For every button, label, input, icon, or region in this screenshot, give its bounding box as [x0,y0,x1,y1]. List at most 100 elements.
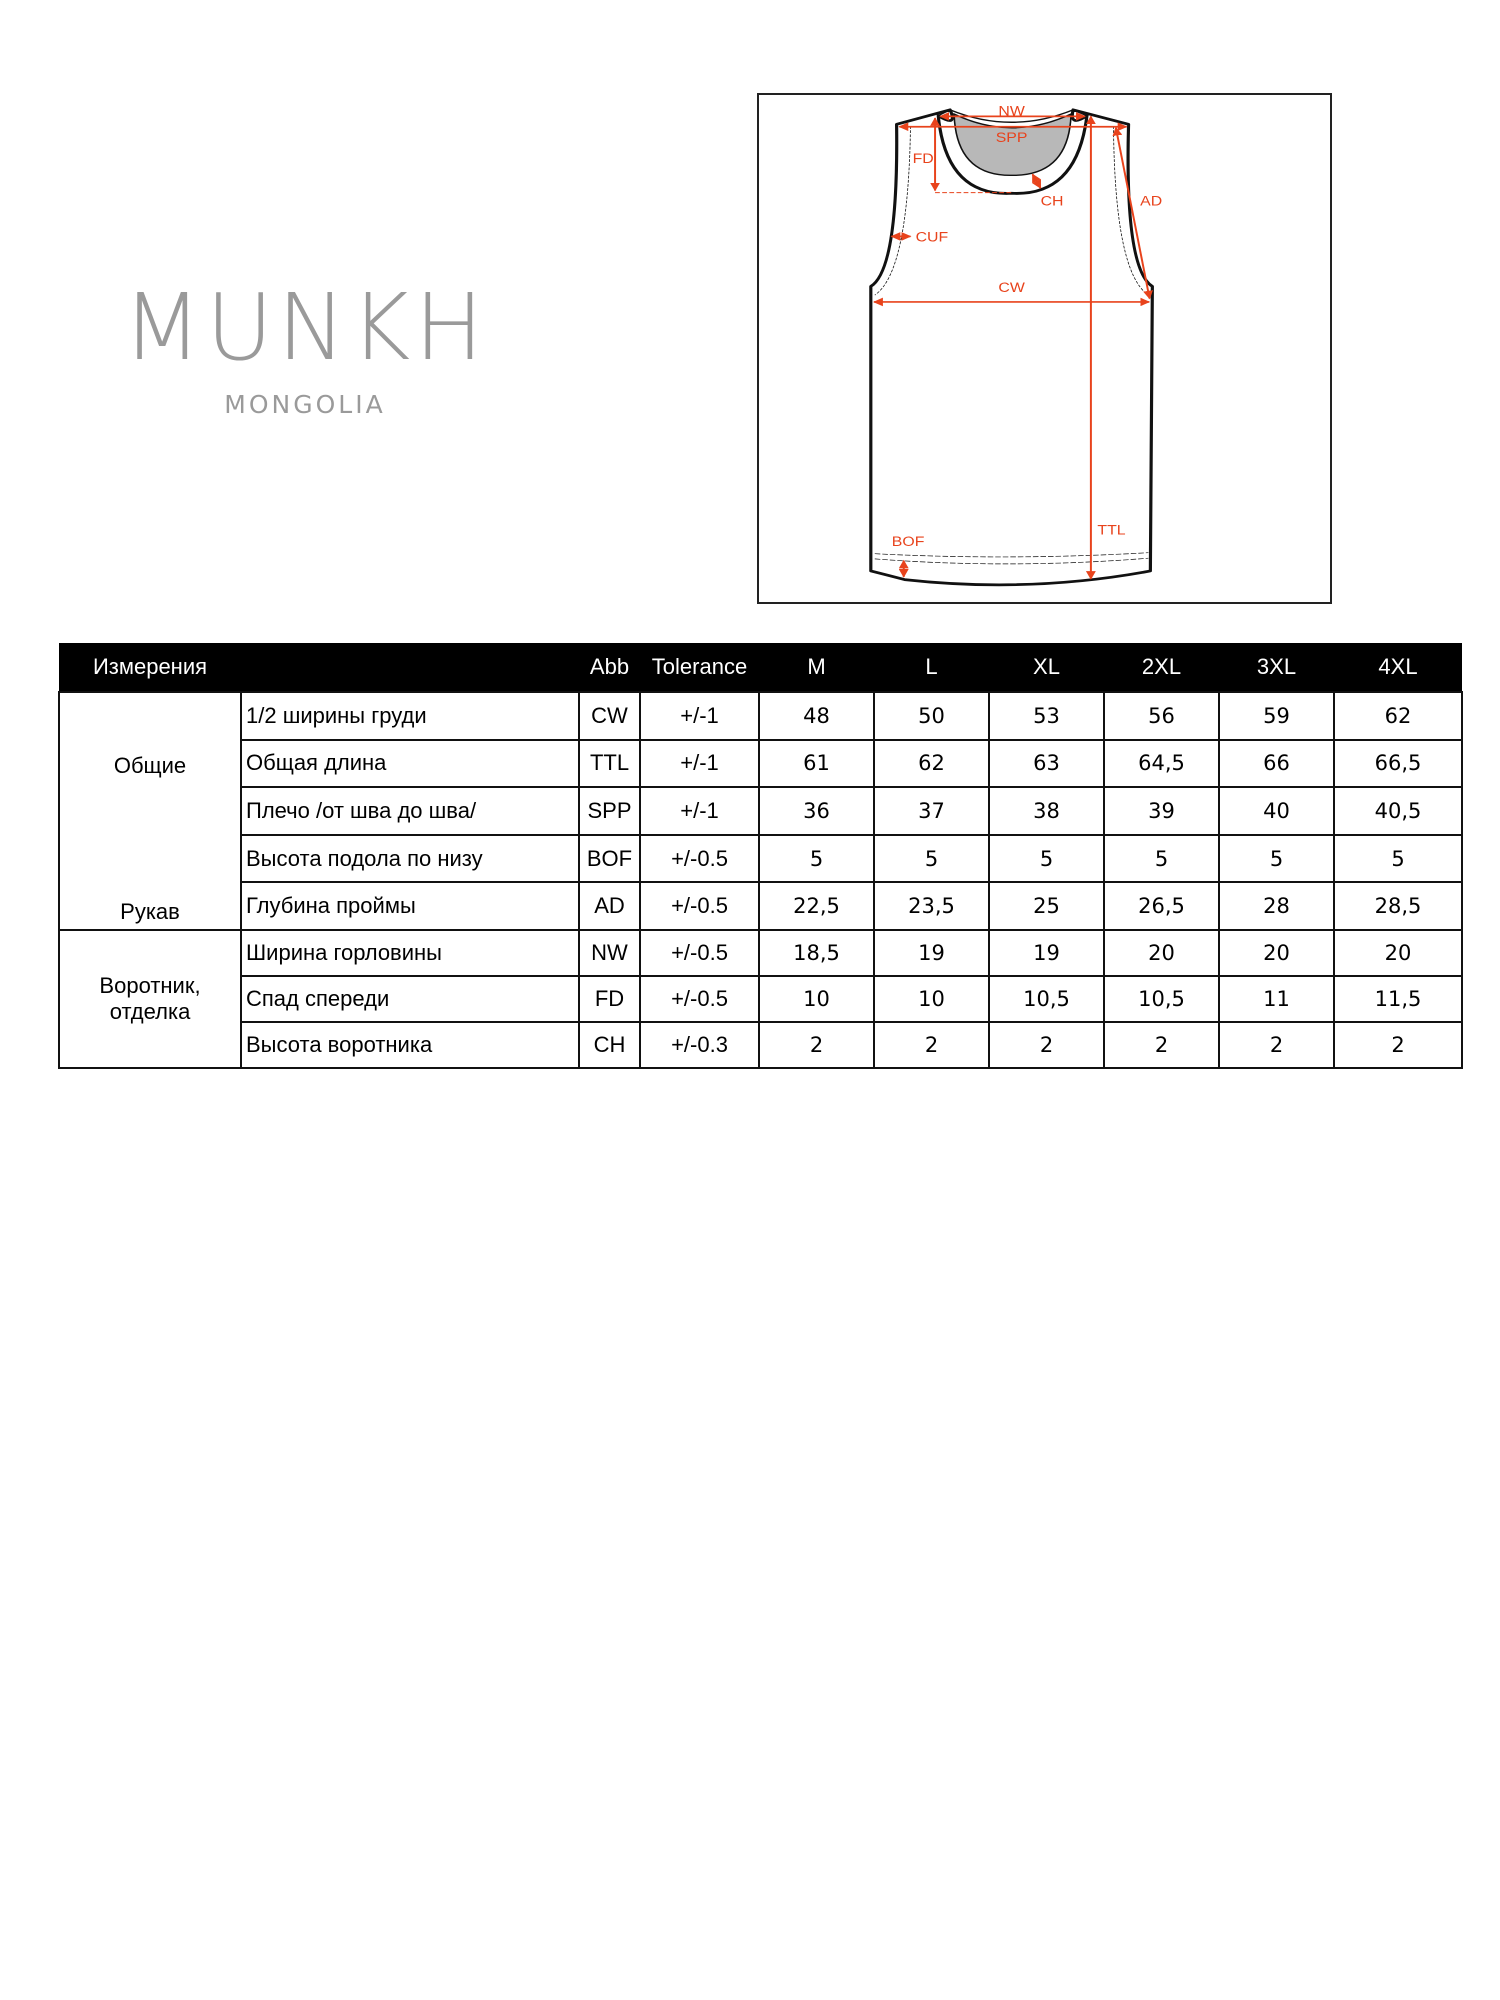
size-value: 56 [1103,691,1220,741]
abbreviation: CW [578,691,641,741]
measurement-name: Плечо /от шва до шва/ [240,786,580,836]
table-row: Глубина проймы AD +/-0.5 22,5 23,5 25 26,5 28 28… [59,881,1463,931]
size-value: 37 [873,786,990,836]
label-ad: AD [1140,194,1162,209]
size-value: 59 [1218,691,1335,741]
size-value: 66 [1218,738,1335,789]
abbreviation: BOF [578,833,641,884]
table-row: Высота воротника CH +/-0.3 2 2 2 2 2 2 [59,1021,1463,1069]
size-value: 28 [1218,881,1335,931]
size-value: 2 [1333,1021,1463,1069]
logo-brand: MUNKH [122,274,488,381]
size-value: 11 [1218,975,1335,1023]
size-value: 10 [873,975,990,1023]
size-value: 19 [988,929,1105,977]
table-row: Общие Рукав 1/2 ширины груди CW +/-1 48 50 53 56… [58,691,1463,931]
label-cw: CW [998,281,1024,296]
abbreviation: NW [578,929,641,977]
size-value: 19 [873,929,990,977]
size-value: 22,5 [758,881,875,931]
size-value: 36 [758,786,875,836]
size-value: 23,5 [873,881,990,931]
tank-top-measurement-diagram: NW SPP FD CH AD CUF CW TTL BOF [757,93,1332,604]
tolerance: +/-1 [639,691,760,741]
group-label-trim: отделка [109,999,191,1024]
size-value: 2 [1103,1021,1220,1069]
measurement-name: 1/2 ширины груди [240,691,580,741]
size-value: 5 [1218,833,1335,884]
size-value: 62 [873,738,990,789]
tolerance: +/-0.5 [639,929,760,977]
tolerance: +/-0.3 [639,1021,760,1069]
label-nw: NW [998,105,1024,120]
size-value: 10 [758,975,875,1023]
size-value: 66,5 [1333,738,1463,789]
size-value: 50 [873,691,990,741]
size-value: 11,5 [1333,975,1463,1023]
size-value: 53 [988,691,1105,741]
size-value: 5 [1333,833,1463,884]
table-row: Спад спереди FD +/-0.5 10 10 10,5 10,5 11 11,5 [59,975,1463,1023]
group-label-collar: Воротник, [99,973,201,998]
size-value: 18,5 [758,929,875,977]
size-value: 20 [1218,929,1335,977]
column-header: XL [989,643,1104,692]
table-row: Общая длина TTL +/-1 61 62 63 64,5 66 66,5 [59,738,1463,789]
size-value: 5 [988,833,1105,884]
size-value: 62 [1333,691,1463,741]
size-value: 26,5 [1103,881,1220,931]
size-value: 20 [1103,929,1220,977]
column-header [241,643,579,692]
garment-outline [869,108,1154,587]
table-header-row: Измерения Abb Tolerance M L XL 2XL 3XL 4XL [59,643,1462,692]
size-value: 20 [1333,929,1463,977]
column-header: Tolerance [640,643,759,692]
size-value: 38 [988,786,1105,836]
abbreviation: SPP [578,786,641,836]
group-collar: Воротник, отделка [58,929,242,1069]
tolerance: +/-1 [639,738,760,789]
measurement-name: Ширина горловины [240,929,580,977]
table-row: Высота подола по низу BOF +/-0.5 5 5 5 5 5 5 [59,833,1463,884]
size-value: 2 [988,1021,1105,1069]
measurement-name: Высота воротника [240,1021,580,1069]
label-bof: BOF [892,535,925,550]
group-label-general: Общие [113,753,187,778]
size-value: 2 [1218,1021,1335,1069]
column-header: M [759,643,874,692]
abbreviation: TTL [578,738,641,789]
label-spp: SPP [996,131,1028,146]
size-value: 40 [1218,786,1335,836]
size-value: 5 [758,833,875,884]
size-value: 61 [758,738,875,789]
size-value: 2 [758,1021,875,1069]
abbreviation: AD [578,881,641,931]
table-row: Плечо /от шва до шва/SPP +/-1 36 37 38 39 40 40… [59,786,1463,836]
label-fd: FD [913,152,934,167]
abbreviation: FD [578,975,641,1023]
logo-subtitle: MONGOLIA [224,390,386,419]
size-value: 10,5 [988,975,1105,1023]
size-value: 10,5 [1103,975,1220,1023]
measurement-name: Общая длина [240,738,580,789]
measurement-name: Спад спереди [240,975,580,1023]
size-value: 5 [873,833,990,884]
column-header: 2XL [1104,643,1219,692]
size-value: 28,5 [1333,881,1463,931]
size-value: 25 [988,881,1105,931]
size-value: 40,5 [1333,786,1463,836]
label-ch: CH [1041,194,1064,209]
measurement-name: Глубина проймы [240,881,580,931]
size-value: 2 [873,1021,990,1069]
measurement-lines [873,112,1153,580]
size-chart-table: Измерения Abb Tolerance M L XL 2XL 3XL 4XL Общие… [58,643,1463,1069]
label-ttl: TTL [1097,524,1125,539]
label-cuf: CUF [916,230,949,245]
measurement-name: Высота подола по низу [240,833,580,884]
column-header: L [874,643,989,692]
column-header: 3XL [1219,643,1334,692]
tolerance: +/-0.5 [639,975,760,1023]
size-value: 48 [758,691,875,741]
group-label-sleeve: Рукав [120,899,180,924]
size-value: 64,5 [1103,738,1220,789]
